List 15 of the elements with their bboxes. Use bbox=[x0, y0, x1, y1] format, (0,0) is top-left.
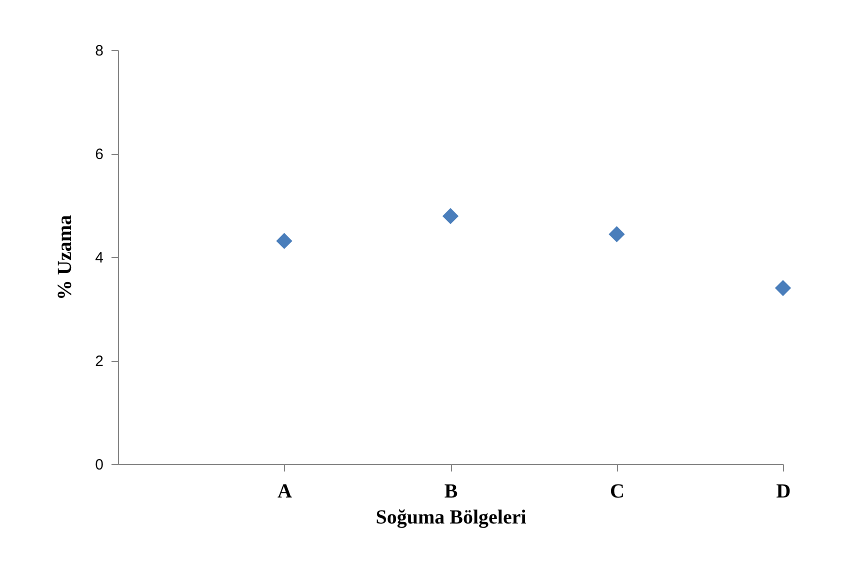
y-tick-label: 0 bbox=[95, 456, 104, 474]
x-tick-label: A bbox=[278, 480, 293, 502]
point bbox=[608, 226, 625, 242]
point bbox=[774, 280, 792, 296]
x-tick-label: D bbox=[776, 480, 791, 502]
y-tick-label: 2 bbox=[95, 353, 104, 370]
y-tick-label: 4 bbox=[95, 250, 104, 266]
y-tick-label: 6 bbox=[95, 146, 104, 163]
y-tick-label: 8 bbox=[95, 42, 104, 60]
point bbox=[442, 208, 459, 224]
x-axis-title: Soğuma Bölgeleri bbox=[376, 506, 527, 528]
x-tick-label: B bbox=[444, 480, 458, 502]
x-tick-label: C bbox=[610, 480, 624, 502]
point bbox=[276, 232, 292, 250]
y-axis-title: % Uzama bbox=[54, 215, 76, 300]
